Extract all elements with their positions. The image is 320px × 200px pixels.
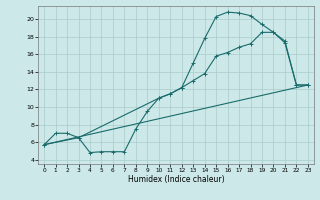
X-axis label: Humidex (Indice chaleur): Humidex (Indice chaleur) <box>128 175 224 184</box>
